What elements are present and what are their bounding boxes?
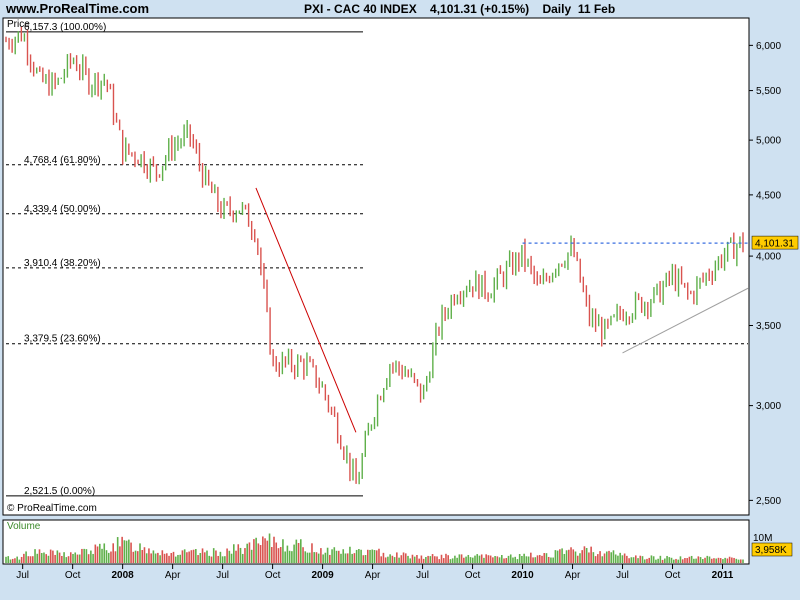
date-label: 11 Feb <box>577 2 616 16</box>
x-tick-label: 2009 <box>311 570 334 581</box>
downtrend-line <box>255 187 357 433</box>
x-tick-label: Oct <box>665 570 681 581</box>
y-tick-label: 2,500 <box>756 496 781 507</box>
trendlines <box>255 187 749 433</box>
y-tick-label: 5,000 <box>756 136 781 147</box>
fib-label-4: 3,379.5 (23.60%) <box>24 334 101 345</box>
fib-label-3: 3,910.4 (38.20%) <box>24 258 101 269</box>
x-tick-label: 2010 <box>511 570 534 581</box>
title-bar: www.ProRealTime.com PXI - CAC 40 INDEX 4… <box>0 0 800 18</box>
volume-panel-label: Volume <box>7 521 41 532</box>
last-price-tag: 4,101.31 <box>751 235 799 250</box>
time-axis: Jul Oct 2008 Apr Jul Oct 2009 Apr Jul Oct 2010 Apr J… <box>16 564 734 581</box>
last-price-change: 4,101.31 (+0.15%) <box>430 2 530 16</box>
x-tick-label: Oct <box>65 570 81 581</box>
instrument-name: PXI - CAC 40 INDEX <box>304 2 417 16</box>
y-tick-label: 4,000 <box>756 252 781 263</box>
site-name[interactable]: www.ProRealTime.com <box>6 1 150 16</box>
x-tick-label: Jul <box>16 570 29 581</box>
fib-label-1: 4,768.4 (61.80%) <box>24 155 101 166</box>
fib-label-0: 6,157.3 (100.00%) <box>24 22 106 33</box>
y-tick-label: 4,500 <box>756 190 781 201</box>
volume-axis-label: 10M <box>753 533 772 544</box>
x-tick-label: Apr <box>165 570 181 581</box>
x-tick-label: Jul <box>216 570 229 581</box>
fibonacci-levels: 6,157.3 (100.00%) 4,768.4 (61.80%) 4,339.4… <box>6 22 748 497</box>
x-tick-label: Jul <box>416 570 429 581</box>
last-volume-tag: 3,958K <box>751 542 793 557</box>
y-tick-label: 5,500 <box>756 86 781 97</box>
y-tick-label: 3,000 <box>756 401 781 412</box>
price-candles <box>5 26 744 485</box>
x-tick-label: Apr <box>365 570 381 581</box>
y-tick-label: 3,500 <box>756 321 781 332</box>
price-panel[interactable] <box>2 17 750 516</box>
price-panel-label: Price <box>7 19 30 30</box>
chart-header: PXI - CAC 40 INDEX 4,101.31 (+0.15%) Dai… <box>304 2 615 16</box>
watermark: © ProRealTime.com <box>7 503 97 514</box>
x-tick-label: Apr <box>565 570 581 581</box>
y-tick-label: 6,000 <box>756 41 781 52</box>
last-volume-value: 3,958K <box>755 545 787 556</box>
last-price-value: 4,101.31 <box>755 239 794 250</box>
x-tick-label: Oct <box>265 570 281 581</box>
volume-bars <box>5 533 744 563</box>
period-label: Daily <box>542 2 572 16</box>
x-tick-label: 2008 <box>112 570 135 581</box>
fib-label-2: 4,339.4 (50.00%) <box>24 204 101 215</box>
rising-support-line <box>622 287 749 354</box>
x-tick-label: 2011 <box>712 570 734 581</box>
price-axis: 2,500 3,000 3,500 4,000 4,500 5,000 5,500 6,000 <box>749 41 781 507</box>
x-tick-label: Oct <box>465 570 481 581</box>
x-tick-label: Jul <box>616 570 629 581</box>
fib-label-5: 2,521.5 (0.00%) <box>24 486 95 497</box>
